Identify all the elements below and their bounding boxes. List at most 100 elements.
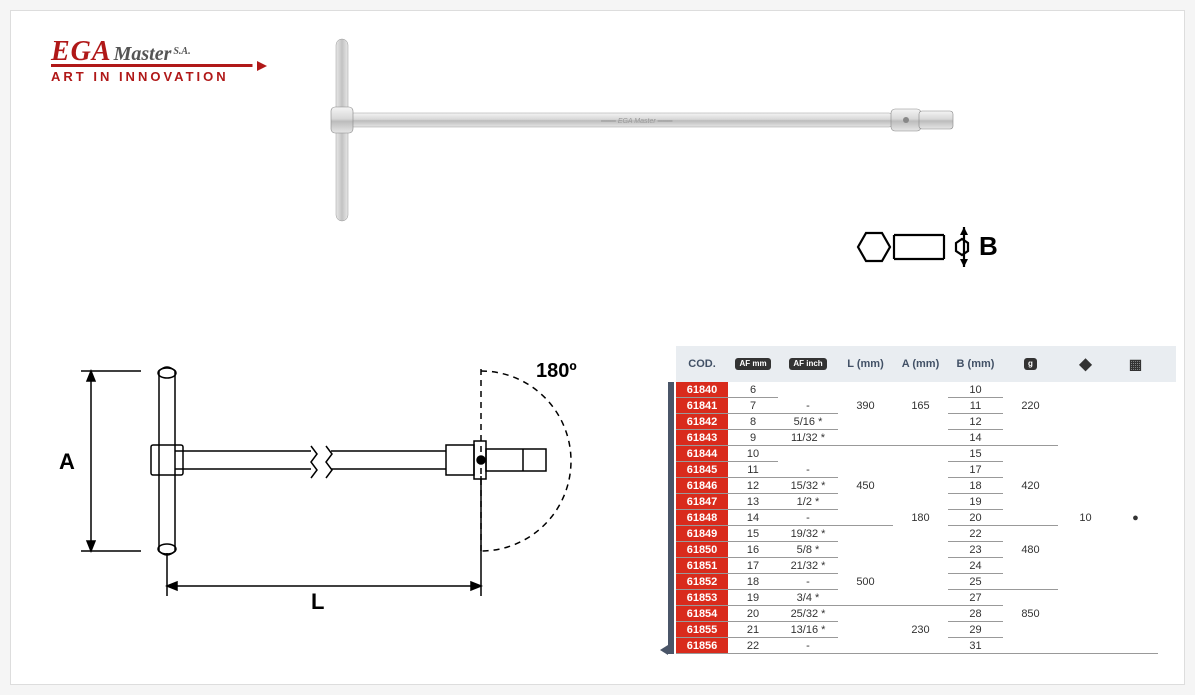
cell-pack (1113, 398, 1158, 414)
cell-w (1003, 382, 1058, 398)
table-row: 618461215/32 *45018420 (676, 478, 1176, 494)
cell-mm: 13 (728, 494, 778, 510)
table-row: 618511721/32 *24 (676, 558, 1176, 574)
cell-a (893, 478, 948, 494)
th-cod: COD. (676, 346, 728, 382)
table-row: 618441015 (676, 446, 1176, 462)
cell-l: 500 (838, 574, 893, 590)
cell-inch: 13/16 * (778, 622, 838, 638)
cell-box (1058, 558, 1113, 574)
cell-pack (1113, 606, 1158, 622)
brand-name-2: Master (114, 43, 172, 65)
cell-mm: 21 (728, 622, 778, 638)
cell-w (1003, 558, 1058, 574)
cell-b: 27 (948, 590, 1003, 606)
cell-w: 220 (1003, 398, 1058, 414)
table-row: 61850165/8 *23480 (676, 542, 1176, 558)
cell-pack (1113, 622, 1158, 638)
cell-cod: 61848 (676, 510, 728, 526)
cell-inch: - (778, 638, 838, 654)
cell-box (1058, 638, 1113, 654)
cell-w (1003, 526, 1058, 542)
table-row: 61847131/2 *19 (676, 494, 1176, 510)
cell-inch: 1/2 * (778, 494, 838, 510)
cell-l (838, 446, 893, 462)
cell-cod: 61846 (676, 478, 728, 494)
cell-w (1003, 446, 1058, 462)
dim-label-l: L (311, 589, 324, 614)
cell-box (1058, 446, 1113, 462)
cell-pack (1113, 414, 1158, 430)
cell-box (1058, 606, 1113, 622)
cell-mm: 15 (728, 526, 778, 542)
cell-mm: 17 (728, 558, 778, 574)
cell-l (838, 494, 893, 510)
cell-w (1003, 590, 1058, 606)
cell-l (838, 558, 893, 574)
brand-tagline: ART IN INNOVATION (51, 69, 261, 84)
table-row: 6185218-50025 (676, 574, 1176, 590)
cell-b: 31 (948, 638, 1003, 654)
cell-a (893, 414, 948, 430)
cell-box (1058, 622, 1113, 638)
cell-mm: 8 (728, 414, 778, 430)
cell-inch: - (778, 510, 838, 526)
cell-inch (778, 446, 838, 462)
cell-box (1058, 574, 1113, 590)
cell-l (838, 542, 893, 558)
cell-mm: 7 (728, 398, 778, 414)
cell-b: 25 (948, 574, 1003, 590)
th-l: L (mm) (838, 346, 893, 382)
cell-mm: 12 (728, 478, 778, 494)
cell-pack (1113, 638, 1158, 654)
cell-inch: 5/16 * (778, 414, 838, 430)
product-photo: ═══ EGA Master ═══ (271, 31, 971, 231)
weight-icon: g (1024, 358, 1037, 370)
cell-cod: 61843 (676, 430, 728, 446)
cell-w (1003, 494, 1058, 510)
box-icon: ◆ (1079, 354, 1091, 374)
cell-pack (1113, 574, 1158, 590)
cell-a: 230 (893, 622, 948, 638)
cell-b: 20 (948, 510, 1003, 526)
angle-label: 180º (536, 360, 577, 382)
cell-pack (1113, 382, 1158, 398)
cell-w: 850 (1003, 606, 1058, 622)
th-pack: ▦ (1113, 346, 1158, 382)
cell-cod: 61845 (676, 462, 728, 478)
cell-pack (1113, 430, 1158, 446)
cell-inch (778, 382, 838, 398)
th-af-mm: AF mm (728, 346, 778, 382)
cell-box (1058, 382, 1113, 398)
cell-b: 28 (948, 606, 1003, 622)
cell-a (893, 638, 948, 654)
cell-a (893, 382, 948, 398)
cell-inch: 19/32 * (778, 526, 838, 542)
th-box: ◆ (1058, 346, 1113, 382)
cell-l (838, 382, 893, 398)
cell-b: 11 (948, 398, 1003, 414)
cell-w (1003, 622, 1058, 638)
cell-a (893, 446, 948, 462)
cell-inch: 5/8 * (778, 542, 838, 558)
cell-b: 23 (948, 542, 1003, 558)
dimensional-drawing: A L 180º (51, 341, 631, 621)
table-row: 618491519/32 *22 (676, 526, 1176, 542)
cell-pack (1113, 462, 1158, 478)
cell-a (893, 526, 948, 542)
cell-inch: 3/4 * (778, 590, 838, 606)
cell-w: 480 (1003, 542, 1058, 558)
cell-a: 165 (893, 398, 948, 414)
brand-name-1: EGA (51, 36, 112, 67)
cell-mm: 6 (728, 382, 778, 398)
cell-pack (1113, 590, 1158, 606)
table-row: 6184511-17 (676, 462, 1176, 478)
cell-mm: 19 (728, 590, 778, 606)
cell-w (1003, 638, 1058, 654)
cell-box (1058, 398, 1113, 414)
cell-l (838, 414, 893, 430)
cell-cod: 61847 (676, 494, 728, 510)
cell-cod: 61854 (676, 606, 728, 622)
cell-mm: 11 (728, 462, 778, 478)
cell-b: 14 (948, 430, 1003, 446)
